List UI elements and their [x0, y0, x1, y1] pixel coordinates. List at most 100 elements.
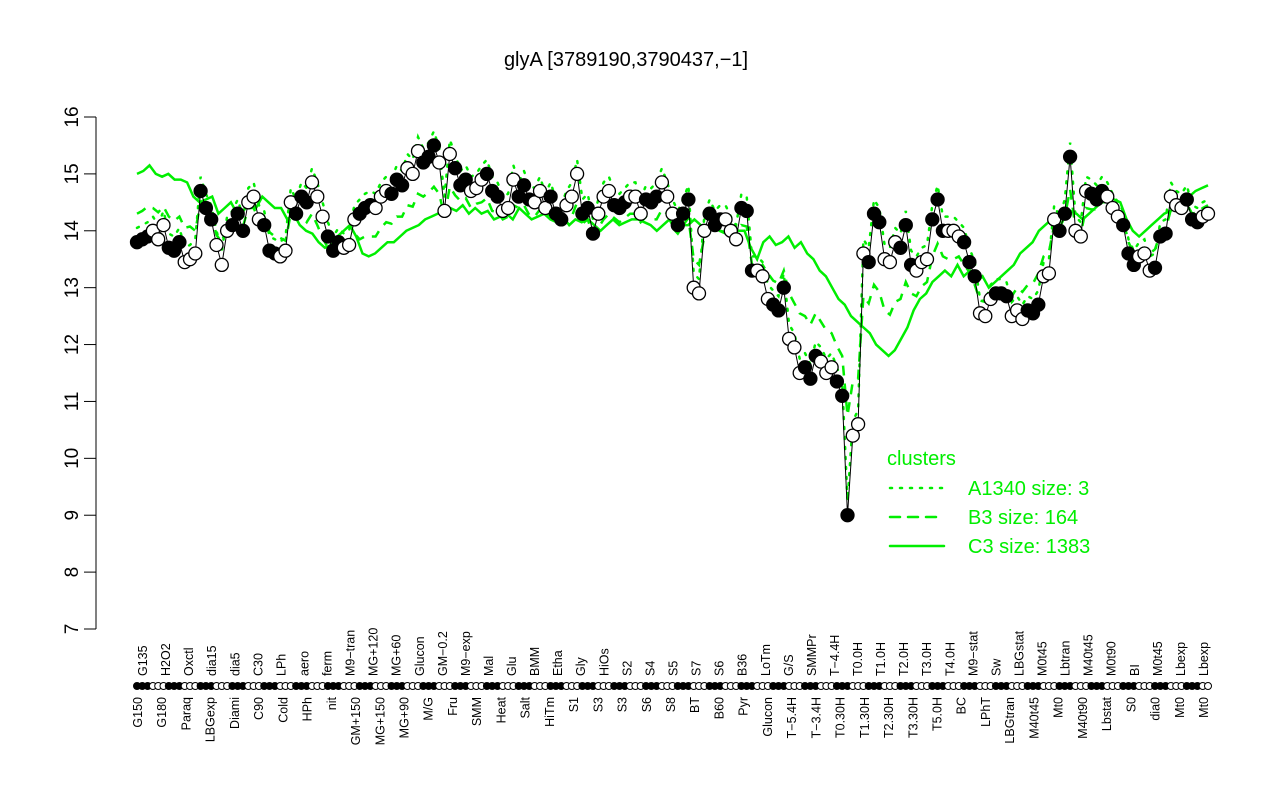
data-point — [771, 303, 786, 318]
data-point — [151, 232, 166, 247]
cluster-a1340-line — [135, 127, 1210, 502]
x-tick-label-top: T0.0H — [851, 642, 865, 676]
data-point — [437, 203, 452, 219]
x-tick-label-bottom: Mt0 — [1197, 697, 1211, 718]
data-point — [1147, 260, 1163, 275]
x-tick-label-bottom: S3 — [616, 697, 630, 712]
x-tick-label-top: Glucon — [413, 636, 427, 676]
x-tick-label-top: LPh — [274, 654, 288, 676]
data-point — [718, 212, 733, 227]
data-point — [246, 189, 261, 204]
data-point — [660, 189, 675, 204]
x-tick-label-top: Glu — [505, 657, 519, 677]
x-tick-label-top: M0t45 — [1151, 641, 1165, 676]
x-tick-label-bottom: G180 — [155, 697, 169, 728]
data-point — [447, 161, 463, 176]
data-point — [1200, 206, 1216, 221]
data-point — [193, 183, 208, 199]
x-tick-label-bottom: Paraq — [180, 697, 194, 730]
x-tick-label-bottom: HiTm — [543, 697, 557, 727]
x-tick-label-bottom: BC — [955, 697, 969, 714]
data-point — [458, 172, 473, 187]
data-point — [893, 240, 908, 255]
data-point — [962, 254, 977, 270]
x-tick-label-top: M0t90 — [1105, 641, 1119, 676]
x-tick-label-bottom: G150 — [131, 697, 145, 728]
x-tick-label-bottom: Mt0 — [1173, 697, 1187, 718]
data-point — [432, 155, 447, 170]
data-point — [824, 360, 839, 375]
y-tick-label: 15 — [62, 163, 83, 184]
x-tick-label-bottom: dia0 — [1149, 697, 1163, 721]
x-tick-label-top: MG+60 — [390, 635, 404, 676]
data-point — [341, 237, 357, 253]
x-tick-label-top: SMMPr — [805, 634, 819, 676]
data-point — [1057, 206, 1072, 221]
data-point — [681, 192, 696, 207]
y-tick-label: 8 — [62, 567, 83, 578]
data-point — [394, 178, 410, 193]
data-point — [872, 215, 887, 230]
data-point — [198, 200, 214, 216]
x-tick-label-bottom: S8 — [664, 697, 678, 712]
data-point — [925, 212, 940, 227]
data-point — [999, 289, 1014, 304]
x-tick-label-top: G/S — [782, 654, 796, 676]
x-tick-label-bottom: Salt — [519, 696, 533, 718]
y-tick-label: 9 — [62, 510, 83, 521]
data-point — [257, 217, 272, 233]
x-tick-label-bottom: S0 — [1124, 697, 1138, 712]
x-tick-label-bottom: Cold — [276, 697, 290, 723]
data-point — [516, 178, 532, 193]
data-point — [850, 417, 866, 432]
x-tick-label-top: G135 — [136, 645, 150, 676]
x-tick-label-bottom: C90 — [252, 697, 266, 720]
data-point — [1041, 266, 1057, 281]
data-point — [310, 189, 325, 204]
x-tick-label-top: BMM — [528, 647, 542, 676]
cluster-lines — [135, 127, 1210, 502]
x-tick-label-bottom: SMM — [470, 697, 484, 726]
y-tick-label: 7 — [62, 624, 83, 635]
x-tick-label-bottom: T−5.4H — [785, 697, 799, 738]
data-point — [654, 175, 670, 190]
x-tick-label-bottom: B60 — [713, 697, 727, 719]
data-point — [1031, 297, 1046, 312]
data-point — [209, 237, 224, 253]
x-tick-label-top: M0t45 — [1036, 641, 1050, 676]
x-tick-label-top: Lbexp — [1197, 642, 1211, 676]
x-axis-marker — [1204, 682, 1212, 690]
x-tick-label-top: LBGstat — [1013, 630, 1027, 676]
data-point — [1073, 229, 1088, 244]
x-tick-label-top: aero — [298, 651, 312, 676]
x-tick-label-top: Lbtran — [1059, 641, 1073, 676]
x-tick-label-top: HiOs — [597, 648, 611, 676]
y-tick-label: 16 — [62, 106, 83, 127]
x-tick-label-top: BI — [1128, 664, 1142, 676]
legend-entry-label: B3 size: 164 — [968, 507, 1078, 529]
data-point — [739, 203, 754, 219]
data-point — [956, 235, 972, 250]
data-point — [882, 254, 898, 270]
x-tick-label-top: M9−stat — [966, 631, 980, 676]
x-tick-label-top: GM−0.2 — [436, 631, 450, 676]
x-axis: G135 H2O2 Oxctl dia15 dia5 C30 LPh aero ferm M9−t… — [131, 628, 1212, 745]
x-tick-label-bottom: M40t90 — [1076, 697, 1090, 739]
data-point — [230, 206, 245, 221]
x-tick-label-top: Etha — [551, 650, 565, 676]
data-point — [1062, 149, 1078, 164]
x-tick-label-bottom: M/G — [422, 697, 436, 721]
x-tick-label-bottom: Fru — [446, 697, 460, 716]
data-point — [840, 508, 855, 523]
x-tick-label-bottom: S1 — [567, 697, 581, 712]
x-tick-label-top: dia5 — [228, 652, 242, 676]
expression-series — [129, 138, 1216, 523]
data-point — [1158, 226, 1173, 241]
legend-title: clusters — [887, 448, 956, 470]
data-point — [691, 286, 707, 301]
data-point — [675, 206, 691, 221]
x-tick-label-top: dia15 — [205, 645, 219, 676]
x-tick-label-bottom: T1.30H — [858, 697, 872, 738]
x-tick-label-bottom: MG+90 — [398, 697, 412, 738]
data-point — [930, 192, 945, 207]
